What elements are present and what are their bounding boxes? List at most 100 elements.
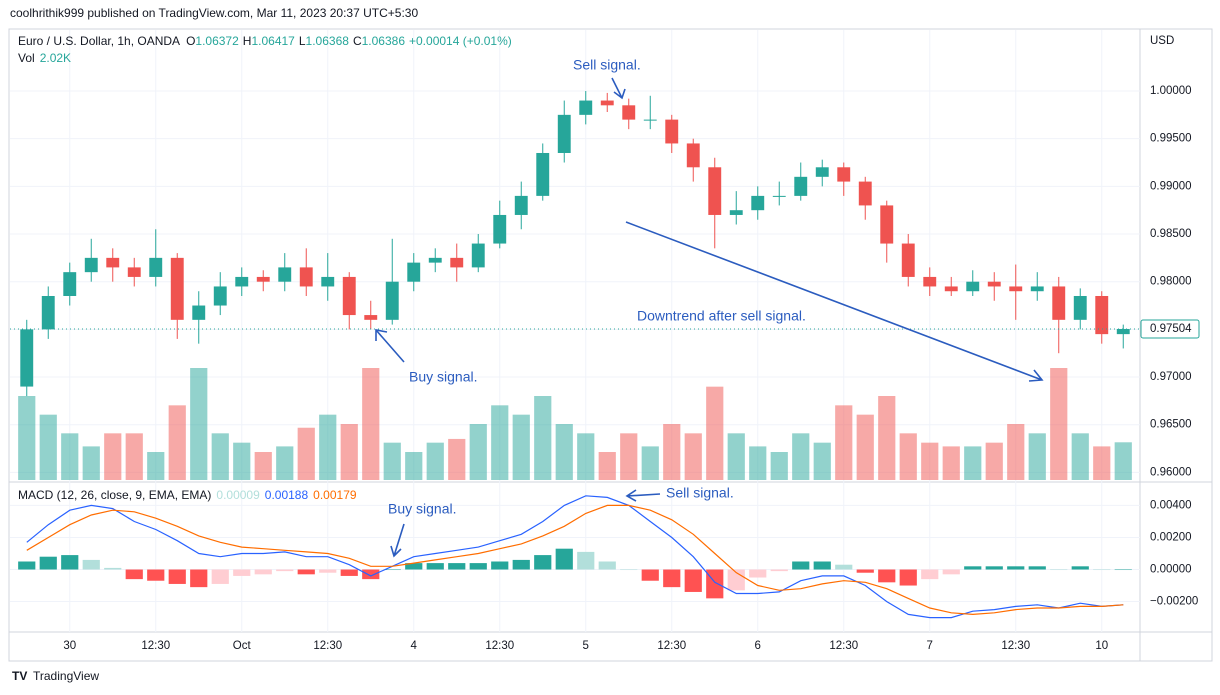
y-tick-label: 0.97000 [1150, 371, 1192, 383]
macd-histogram-bar [577, 551, 595, 570]
candle-body [1052, 286, 1066, 320]
candle-body [127, 267, 141, 277]
macd-value: 0.00188 [265, 488, 309, 502]
volume-bar [792, 433, 810, 480]
candle-body [579, 100, 593, 115]
candle-body [944, 286, 958, 292]
volume-bar [942, 446, 960, 480]
candle-body [63, 272, 77, 296]
signal-line [26, 504, 1124, 616]
macd-histogram-bar [534, 555, 552, 570]
volume-bar [598, 452, 616, 480]
candle-body [536, 152, 550, 196]
y-tick-label: 0.00400 [1150, 499, 1192, 511]
macd-histogram-bar [104, 567, 122, 570]
macd-histogram-bar [813, 561, 831, 570]
annotation: Buy signal. [388, 501, 456, 517]
volume-bar [1071, 433, 1089, 480]
macd-histogram-bar [211, 569, 229, 584]
macd-histogram-bar [297, 569, 315, 575]
ohlc-value: 1.06417 [251, 34, 295, 48]
y-tick-label: 1.00000 [1150, 85, 1192, 97]
candle-body [643, 119, 657, 121]
volume-bar [168, 405, 186, 480]
volume-bar [770, 452, 788, 480]
macd-histogram-bar [319, 569, 337, 573]
volume-bar [125, 433, 143, 480]
macd-histogram-bar [620, 569, 638, 571]
macd-histogram-bar [942, 569, 960, 575]
candle-body [686, 143, 700, 168]
volume-bar [61, 433, 79, 480]
volume-bar [254, 452, 272, 480]
candle-body [149, 257, 163, 277]
macd-histogram-bar [426, 563, 444, 570]
macd-histogram-bar [340, 569, 358, 576]
volume-bar [39, 414, 57, 480]
y-tick-label: −0.00200 [1150, 596, 1198, 608]
frame [8, 28, 1213, 662]
volume-bar [82, 446, 100, 480]
ohlc-key: O [186, 34, 195, 48]
volume-bar [835, 405, 853, 480]
volume-bar [405, 452, 423, 480]
macd-histogram-bar [663, 569, 681, 588]
annotation: Buy signal. [409, 369, 477, 385]
candle-body [1030, 286, 1044, 292]
x-tick-label: 5 [583, 640, 589, 652]
candle-body [471, 243, 485, 268]
x-tick-label: 12:30 [313, 640, 342, 652]
candle-body [84, 257, 98, 273]
candle-body [278, 267, 292, 282]
signal-value: 0.00179 [313, 488, 357, 502]
macd-histogram-bar [1007, 566, 1025, 570]
candle-body [815, 167, 829, 177]
candle-body [299, 267, 313, 287]
candle-body [923, 276, 937, 287]
ohlc-value: 1.06368 [306, 34, 350, 48]
macd-histogram-bar [749, 569, 767, 578]
volume-bar [340, 424, 358, 480]
candle-body [514, 195, 528, 215]
annotation: Sell signal. [666, 485, 734, 501]
volume-bar [964, 446, 982, 480]
volume-bar [469, 424, 487, 480]
candle-body [837, 167, 851, 182]
volume-bar [297, 427, 315, 480]
x-tick-label: 12:30 [1001, 640, 1030, 652]
volume-bar [491, 405, 509, 480]
macd-histogram-bar [964, 566, 982, 570]
volume-bar [1050, 368, 1068, 480]
macd-histogram-bar [276, 569, 294, 572]
candle-body [1009, 286, 1023, 292]
volume-bar [555, 424, 573, 480]
macd-histogram-bar [61, 555, 79, 570]
macd-histogram-bar [598, 561, 616, 570]
candle-body [665, 119, 679, 144]
brand-logo: TV [12, 669, 27, 683]
macd-histogram-bar [125, 569, 143, 580]
y-tick-label: 0.99000 [1150, 180, 1192, 192]
macd-histogram-bar [835, 564, 853, 570]
volume-bar [620, 433, 638, 480]
volume-bar [233, 442, 251, 480]
macd-histogram-bar [254, 569, 272, 575]
volume-bar [534, 396, 552, 480]
candle-body [858, 181, 872, 206]
candle-body [321, 276, 335, 287]
macd-histogram-bar [770, 569, 788, 572]
y-tick-label: 0.00000 [1150, 564, 1192, 576]
macd-histogram-bar [1050, 569, 1068, 571]
volume-bar [577, 433, 595, 480]
volume-bar [878, 396, 896, 480]
x-tick-label: 6 [755, 640, 761, 652]
macd-histogram-bar [641, 569, 659, 581]
ohlc-value: 1.06386 [362, 34, 406, 48]
macd-histogram-bar [448, 563, 466, 570]
macd-histogram-bar [512, 559, 530, 570]
volume-value: 2.02K [40, 51, 71, 65]
candle-body [235, 276, 249, 287]
y-tick-label: 0.98000 [1150, 276, 1192, 288]
macd-histogram-bar [362, 569, 380, 580]
